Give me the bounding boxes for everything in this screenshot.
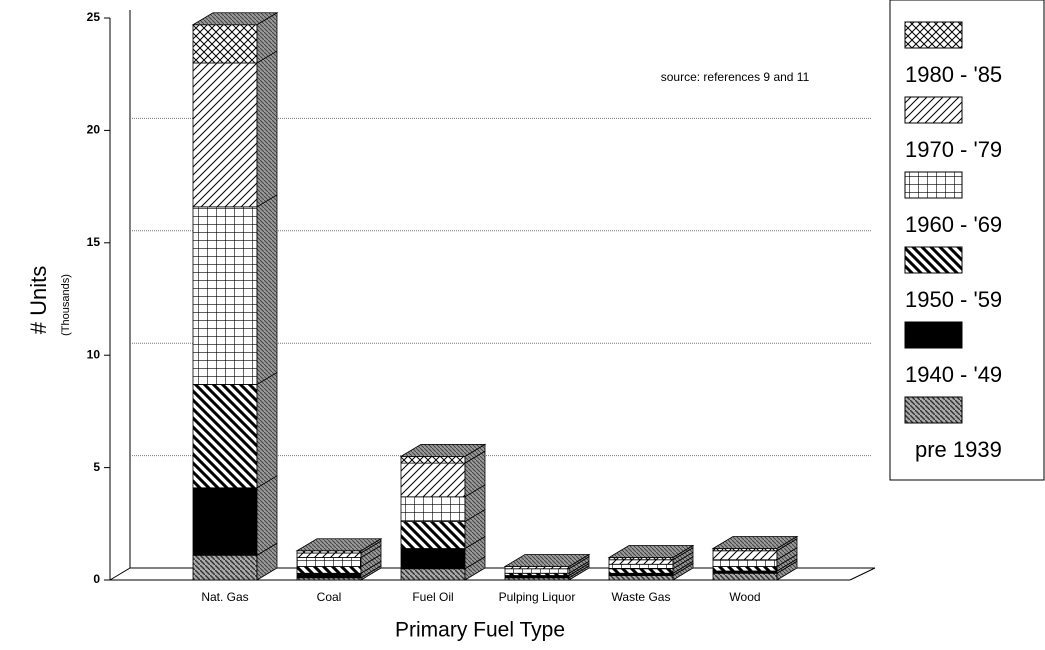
bar-top — [191, 12, 279, 26]
legend-label: 1970 - '79 — [905, 137, 1002, 162]
x-tick-label: Fuel Oil — [412, 590, 453, 604]
annotation: source: references 9 and 11 — [661, 70, 810, 84]
bar-segment — [192, 487, 258, 556]
bar-segment — [712, 559, 778, 567]
bar-segment — [400, 568, 466, 581]
x-tick-label: Wood — [729, 590, 760, 604]
bar-segment — [400, 496, 466, 522]
bar-segment — [192, 554, 258, 581]
y-tick-label: 15 — [87, 235, 101, 249]
legend-label: 1950 - '59 — [905, 287, 1002, 312]
bar-segment — [400, 548, 466, 570]
legend-swatch — [904, 396, 963, 424]
legend-label: 1960 - '69 — [905, 212, 1002, 237]
legend-swatch — [904, 321, 963, 349]
bar-segment — [504, 568, 570, 574]
bar-segment — [608, 559, 674, 565]
x-tick-label: Nat. Gas — [201, 590, 248, 604]
y-tick-label: 20 — [87, 123, 101, 137]
bar-segment — [192, 206, 258, 385]
bar-segment — [608, 568, 674, 574]
bar-side — [256, 475, 278, 556]
bar-segment — [400, 462, 466, 498]
bar-segment — [192, 384, 258, 489]
x-tick-label: Waste Gas — [612, 590, 671, 604]
y-tick-label: 0 — [93, 572, 100, 586]
bar-segment — [296, 552, 362, 558]
y-axis-label: # Units — [26, 266, 51, 334]
y-tick-label: 5 — [93, 460, 100, 474]
bar-segment — [608, 575, 674, 581]
bar-segment — [192, 62, 258, 208]
y-tick-label: 25 — [87, 10, 101, 24]
legend-label: 1980 - '85 — [905, 62, 1002, 87]
legend-label: 1940 - '49 — [905, 362, 1002, 387]
bar-top — [399, 443, 487, 457]
bar-top — [295, 538, 383, 552]
bar-segment — [296, 566, 362, 574]
bar-segment — [192, 24, 258, 64]
x-tick-label: Pulping Liquor — [499, 590, 576, 604]
x-tick-label: Coal — [317, 590, 342, 604]
bar-side — [256, 50, 278, 208]
legend-label: pre 1939 — [915, 437, 1002, 462]
legend-swatch — [904, 171, 963, 199]
bar-segment — [296, 572, 362, 579]
bar-segment — [400, 455, 466, 464]
legend-swatch — [904, 246, 963, 274]
bar-segment — [400, 521, 466, 549]
y-tick-label: 10 — [87, 347, 101, 361]
legend-swatch — [904, 21, 963, 49]
bar-side — [256, 371, 278, 489]
bar-top — [711, 536, 799, 549]
y-axis-sublabel: (Thousands) — [60, 274, 72, 336]
bar-segment — [608, 563, 674, 570]
bar-segment — [296, 557, 362, 567]
bar-top — [607, 545, 695, 558]
bar-segment — [712, 566, 778, 572]
legend-swatch — [904, 96, 963, 124]
bar-side — [256, 194, 278, 386]
bar-segment — [712, 572, 778, 581]
x-axis-label: Primary Fuel Type — [395, 619, 565, 642]
bar-top — [503, 554, 591, 567]
bar-segment — [712, 550, 778, 561]
